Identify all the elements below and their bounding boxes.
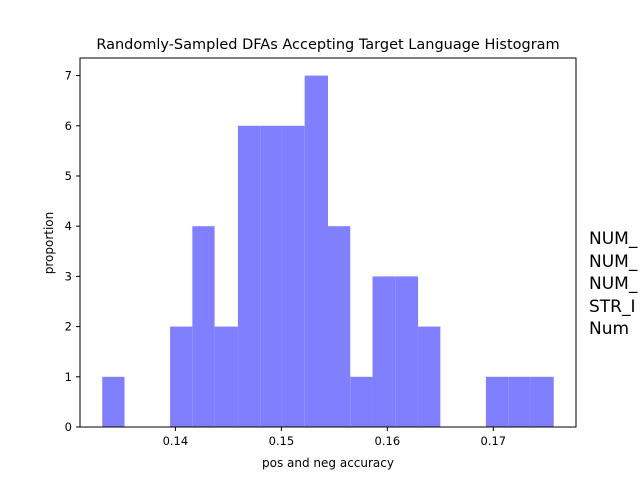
histogram-bar xyxy=(395,276,419,427)
chart-title: Randomly-Sampled DFAs Accepting Target L… xyxy=(96,37,559,53)
side-text-line: Num xyxy=(589,319,630,339)
y-tick-label: 2 xyxy=(65,320,72,334)
y-tick-label: 5 xyxy=(65,169,72,183)
x-tick-label: 0.15 xyxy=(269,434,295,448)
histogram-bar xyxy=(192,226,215,427)
histogram-bar xyxy=(508,376,531,427)
histogram-bar xyxy=(304,75,328,428)
histogram-bar xyxy=(282,125,305,427)
histogram-bar xyxy=(237,125,261,427)
histogram-bar xyxy=(102,376,125,427)
side-text-line: NUM_ xyxy=(589,274,638,294)
y-tick-label: 4 xyxy=(65,219,72,233)
side-text-line: STR_I xyxy=(589,296,636,317)
histogram-bar xyxy=(485,376,509,427)
side-text-line: NUM_ xyxy=(589,229,638,249)
histogram-bar xyxy=(170,326,193,427)
histogram-bar xyxy=(530,376,554,427)
y-tick-label: 7 xyxy=(65,69,72,83)
side-text-line: NUM_ xyxy=(589,251,638,272)
plot-area-frame xyxy=(79,57,577,428)
histogram-bar xyxy=(350,376,373,427)
histogram-bar xyxy=(260,125,283,427)
truncated-side-legend: NUM_ NUM_ NUM_ STR_I Num xyxy=(589,228,640,341)
x-tick-label: 0.17 xyxy=(481,434,507,448)
x-tick-label: 0.14 xyxy=(163,434,189,448)
x-tick-label: 0.16 xyxy=(375,434,401,448)
y-tick-label: 3 xyxy=(65,269,72,283)
y-tick-label: 6 xyxy=(65,119,72,133)
x-axis-ticks: 0.14 0.15 0.16 0.17 xyxy=(163,427,507,448)
histogram-bar xyxy=(328,226,351,427)
y-tick-label: 1 xyxy=(65,370,72,384)
y-tick-label: 0 xyxy=(65,420,72,434)
y-axis-label: proportion xyxy=(42,212,56,275)
histogram-bar xyxy=(418,326,441,427)
histogram-bars xyxy=(102,75,554,428)
y-axis-ticks: 0 1 2 3 4 5 6 7 xyxy=(65,69,80,434)
x-axis-label: pos and neg accuracy xyxy=(262,456,394,470)
histogram-bar xyxy=(372,276,396,427)
histogram-bar xyxy=(214,326,238,427)
